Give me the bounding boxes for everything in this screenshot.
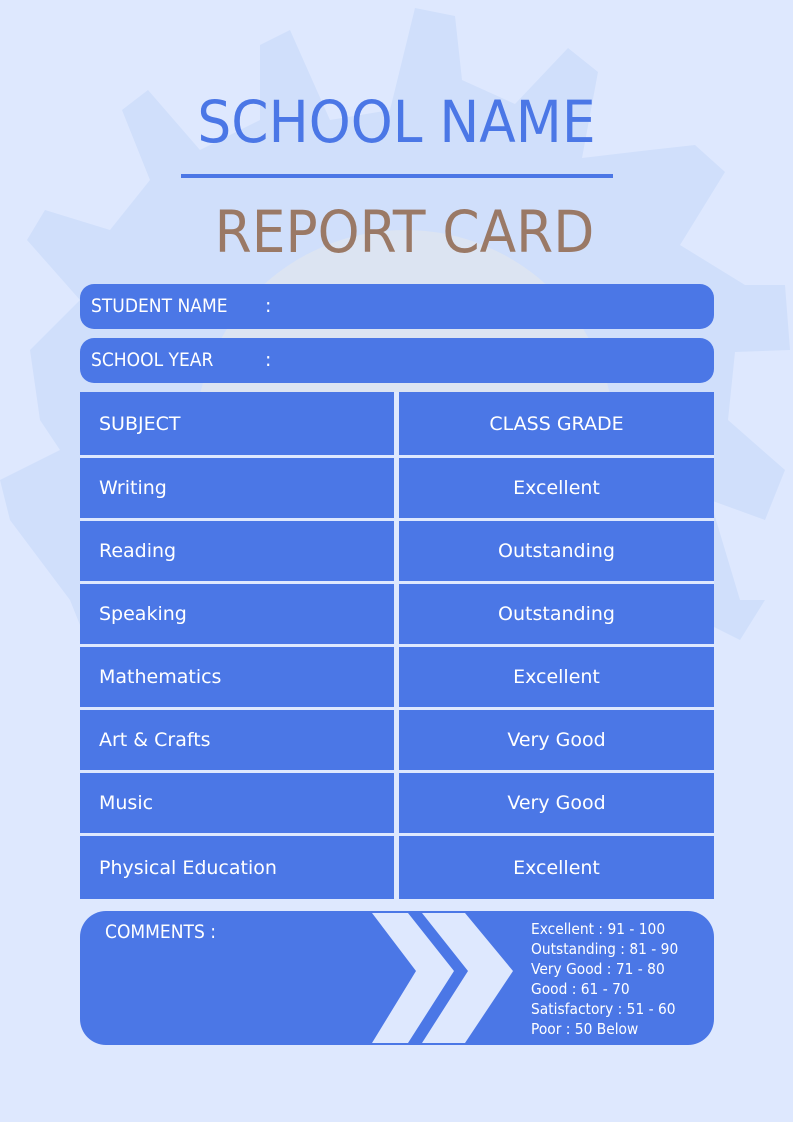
comments-box[interactable]: COMMENTS : Excellent : 91 - 100 Outstandi… — [80, 911, 714, 1045]
grading-scale-item: Satisfactory : 51 - 60 — [531, 1000, 676, 1018]
subject-cell: Speaking — [80, 584, 394, 644]
grading-scale: Excellent : 91 - 100 Outstanding : 81 - 9… — [531, 919, 691, 1039]
school-year-field[interactable]: SCHOOL YEAR : — [80, 338, 714, 383]
grading-scale-item: Poor : 50 Below — [531, 1020, 639, 1038]
grading-scale-item: Outstanding : 81 - 90 — [531, 940, 679, 958]
subject-cell: Writing — [80, 458, 394, 518]
grading-scale-item: Very Good : 71 - 80 — [531, 960, 665, 978]
grade-cell: Excellent — [399, 458, 714, 518]
grading-scale-item: Excellent : 91 - 100 — [531, 920, 666, 938]
grade-cell: Very Good — [399, 773, 714, 833]
title-divider — [181, 174, 613, 178]
grade-cell: Excellent — [399, 647, 714, 707]
school-year-label: SCHOOL YEAR — [91, 349, 214, 371]
grade-cell: Excellent — [399, 836, 714, 899]
subject-cell: Reading — [80, 521, 394, 581]
school-name: SCHOOL NAME — [197, 88, 596, 156]
field-colon: : — [265, 349, 272, 371]
subject-cell: Physical Education — [80, 836, 394, 899]
header-class-grade: CLASS GRADE — [399, 392, 714, 455]
report-card-title: REPORT CARD — [214, 198, 595, 266]
grades-table: SUBJECT CLASS GRADE Writing Excellent Readin… — [80, 392, 714, 902]
student-name-field[interactable]: STUDENT NAME : — [80, 284, 714, 329]
grade-cell: Outstanding — [399, 584, 714, 644]
field-colon: : — [265, 295, 272, 317]
header-subject: SUBJECT — [80, 392, 394, 455]
double-chevron-right-icon — [372, 913, 513, 1043]
subject-cell: Mathematics — [80, 647, 394, 707]
comments-label: COMMENTS : — [105, 921, 217, 943]
subject-cell: Art & Crafts — [80, 710, 394, 770]
grade-cell: Very Good — [399, 710, 714, 770]
grade-cell: Outstanding — [399, 521, 714, 581]
subject-cell: Music — [80, 773, 394, 833]
student-name-label: STUDENT NAME — [91, 295, 228, 317]
grading-scale-item: Good : 61 - 70 — [531, 980, 630, 998]
